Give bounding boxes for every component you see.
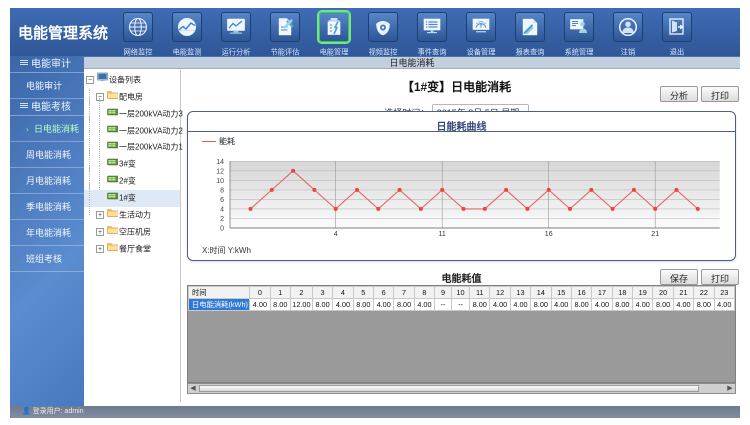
svg-text:4: 4: [220, 207, 224, 214]
svg-text:11: 11: [439, 231, 446, 238]
svg-text:12: 12: [216, 169, 224, 176]
svg-text:10: 10: [216, 178, 224, 185]
svg-text:8: 8: [220, 188, 224, 195]
svg-text:6: 6: [220, 197, 224, 204]
svg-text:16: 16: [545, 231, 553, 238]
svg-text:21: 21: [651, 231, 659, 238]
svg-text:2: 2: [220, 216, 224, 223]
svg-text:0: 0: [220, 226, 224, 233]
svg-text:14: 14: [216, 159, 224, 166]
svg-text:4: 4: [334, 231, 338, 238]
